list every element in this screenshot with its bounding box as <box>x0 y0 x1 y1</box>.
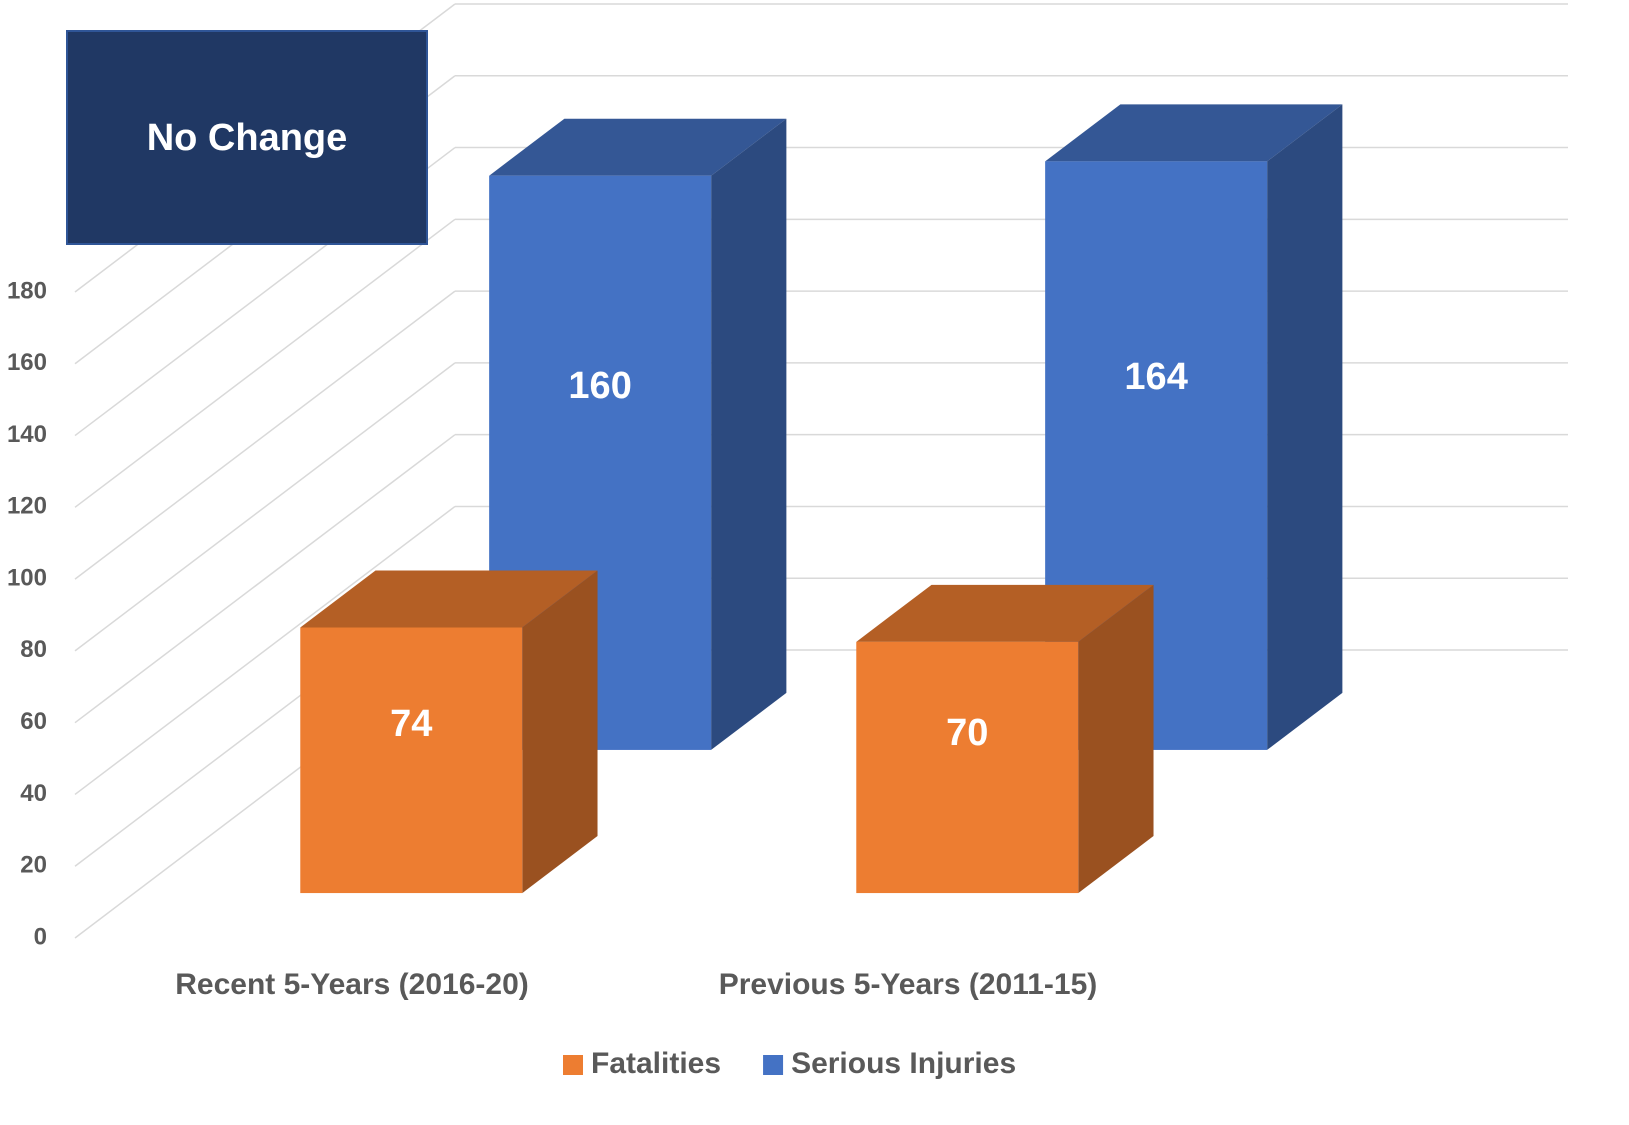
bar <box>856 641 1079 894</box>
y-tick-label: 40 <box>20 780 47 807</box>
data-label: 164 <box>1124 356 1187 398</box>
y-tick-label: 120 <box>7 493 47 520</box>
y-tick-label: 80 <box>20 636 47 663</box>
grid-line <box>74 434 456 724</box>
y-tick-label: 60 <box>20 708 47 735</box>
annotation: No Change <box>147 117 348 159</box>
data-label: 160 <box>568 365 631 407</box>
y-tick-label: 160 <box>7 349 47 376</box>
bar-side <box>522 570 598 894</box>
y-tick-label: 140 <box>7 421 47 448</box>
bars: 160 164 74 70 <box>300 104 1343 894</box>
x-tick-label: Recent 5-Years (2016-20) <box>175 968 529 1001</box>
y-tick-label: 100 <box>7 564 47 591</box>
bar-side <box>711 118 787 750</box>
y-tick-label: 180 <box>7 277 47 304</box>
bar <box>300 627 523 894</box>
annotation-box <box>66 30 428 245</box>
bar-side <box>1078 584 1154 894</box>
x-tick-label: Previous 5-Years (2011-15) <box>719 968 1098 1001</box>
data-label: 70 <box>946 712 988 754</box>
grid-line <box>74 218 456 508</box>
bar-side <box>1267 104 1343 750</box>
legend-swatch <box>563 1055 583 1075</box>
y-tick-label: 20 <box>20 852 47 879</box>
legend-label: Serious Injuries <box>791 1047 1016 1080</box>
grid-line <box>74 290 456 580</box>
bar-top <box>856 584 1154 642</box>
legend-swatch <box>763 1055 784 1075</box>
y-tick-label: 0 <box>34 923 47 950</box>
grid-line <box>74 505 456 796</box>
bar-top <box>300 570 598 628</box>
grid-line <box>74 362 456 652</box>
bar-top <box>489 118 787 176</box>
data-label: 74 <box>390 703 432 745</box>
legend-label: Fatalities <box>591 1047 721 1080</box>
bar-top <box>1045 104 1343 162</box>
